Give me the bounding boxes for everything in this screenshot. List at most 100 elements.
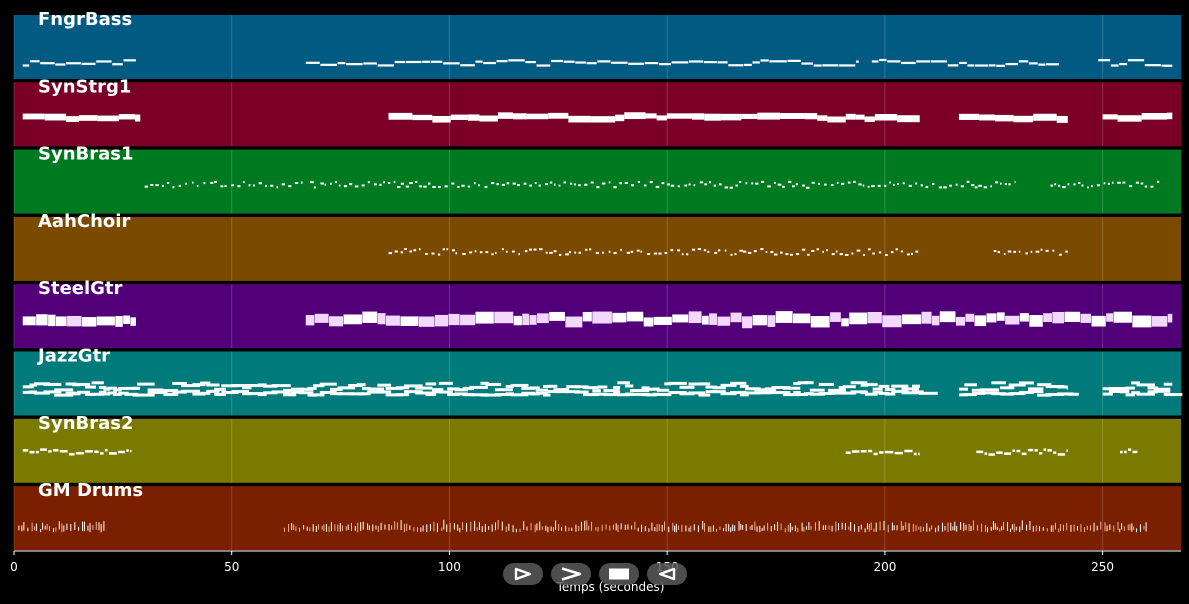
note xyxy=(585,248,588,251)
note xyxy=(793,313,811,324)
note xyxy=(571,527,573,532)
note xyxy=(575,524,577,532)
note xyxy=(864,116,875,122)
note xyxy=(907,253,910,256)
note xyxy=(630,184,635,187)
note xyxy=(1013,250,1017,253)
stop-button[interactable] xyxy=(599,563,639,585)
note xyxy=(75,452,84,455)
note xyxy=(566,390,580,394)
note xyxy=(697,525,699,533)
note xyxy=(1163,393,1183,397)
note xyxy=(40,62,55,65)
note xyxy=(372,524,374,532)
note xyxy=(97,115,119,122)
note xyxy=(844,253,849,256)
note xyxy=(23,522,25,531)
note xyxy=(644,526,646,532)
note xyxy=(526,526,528,531)
note xyxy=(976,450,984,454)
note xyxy=(631,525,633,530)
note xyxy=(868,248,871,251)
note xyxy=(893,525,895,530)
note xyxy=(704,523,706,532)
note xyxy=(1078,181,1081,184)
note xyxy=(48,525,50,532)
note xyxy=(964,393,977,397)
note xyxy=(375,525,377,530)
note xyxy=(425,392,437,396)
note xyxy=(1156,180,1160,183)
note xyxy=(863,253,865,256)
note xyxy=(427,182,431,185)
note xyxy=(771,386,791,390)
note xyxy=(891,522,893,531)
note xyxy=(529,392,540,396)
note xyxy=(100,452,104,455)
note xyxy=(271,390,291,394)
note xyxy=(214,387,227,391)
note xyxy=(730,381,747,385)
note xyxy=(511,250,515,253)
note xyxy=(1012,449,1016,452)
note xyxy=(115,316,123,327)
note xyxy=(118,391,129,395)
forward-button[interactable] xyxy=(551,563,591,585)
note xyxy=(739,384,749,388)
note xyxy=(958,387,968,391)
note xyxy=(730,527,732,533)
note xyxy=(698,382,711,386)
stop-icon xyxy=(609,568,629,580)
note xyxy=(646,393,657,397)
note xyxy=(483,61,496,65)
note xyxy=(730,312,742,323)
note xyxy=(415,391,433,395)
note xyxy=(315,525,317,532)
note xyxy=(984,525,986,532)
note xyxy=(529,315,537,325)
note xyxy=(61,523,63,533)
note xyxy=(82,317,97,327)
note xyxy=(767,185,771,188)
note xyxy=(298,391,314,395)
note xyxy=(1103,182,1106,185)
note xyxy=(1108,386,1128,390)
note xyxy=(294,181,299,184)
note xyxy=(1047,449,1052,452)
note xyxy=(337,524,339,532)
note xyxy=(325,524,327,532)
note xyxy=(714,251,718,254)
note xyxy=(1038,63,1046,66)
note xyxy=(900,521,902,531)
note xyxy=(851,252,854,255)
note xyxy=(1018,60,1029,63)
note xyxy=(419,316,435,327)
note xyxy=(664,382,672,386)
note xyxy=(574,385,589,389)
note xyxy=(787,524,789,532)
note xyxy=(118,114,135,120)
note xyxy=(1000,182,1002,185)
note xyxy=(40,448,47,451)
back-button[interactable] xyxy=(647,563,687,585)
note xyxy=(191,181,194,184)
note xyxy=(1018,390,1034,394)
note xyxy=(497,112,513,119)
note xyxy=(89,522,91,533)
play-button[interactable] xyxy=(503,563,543,585)
note xyxy=(466,522,468,532)
note xyxy=(732,524,734,532)
note xyxy=(474,250,477,253)
note xyxy=(979,391,1000,395)
note xyxy=(518,253,520,256)
note xyxy=(1147,386,1158,390)
note xyxy=(1058,253,1062,256)
note xyxy=(897,115,920,123)
note xyxy=(891,389,909,393)
note xyxy=(997,251,1001,254)
note xyxy=(505,392,514,396)
note xyxy=(91,392,104,396)
note xyxy=(864,528,866,533)
note xyxy=(602,251,604,254)
note xyxy=(1052,249,1055,252)
